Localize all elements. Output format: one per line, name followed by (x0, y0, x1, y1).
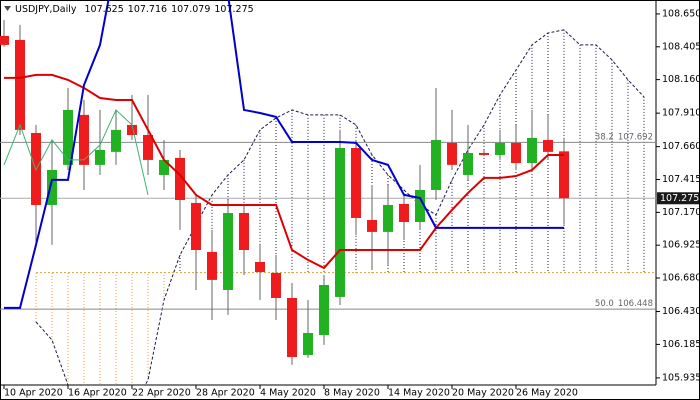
y-tick-label: 105.935 (662, 372, 700, 383)
symbol: USDJPY,Daily (15, 4, 77, 15)
candle-body (463, 152, 473, 175)
candle-body (527, 137, 537, 164)
level-label: 38.2 107.692 (595, 132, 653, 142)
header-icon (4, 6, 11, 11)
y-tick-label: 108.160 (662, 74, 700, 85)
candle-body (511, 142, 521, 164)
candle-body (335, 147, 345, 297)
candle-body (159, 159, 169, 175)
candle-body (447, 142, 457, 165)
indicator-line (4, 73, 564, 270)
candle-body (559, 151, 569, 199)
x-tick-label: 28 Apr 2020 (196, 388, 255, 399)
candle-body (143, 134, 153, 160)
candle-body (543, 139, 553, 152)
high-price: 107.716 (128, 4, 167, 15)
candle-body (383, 204, 393, 232)
candle-body (127, 124, 137, 135)
candle-body (399, 203, 409, 222)
price-label: 107.275 (660, 193, 699, 204)
y-tick-label: 106.185 (662, 339, 700, 350)
candle-body (63, 109, 73, 165)
plot-area (0, 0, 656, 385)
candle-body (495, 142, 505, 155)
axes: 108.650 108.405 108.160 107.910 107.660 107.4… (3, 8, 700, 399)
indicator-line (3, 109, 149, 196)
candle-body (207, 251, 217, 280)
level-price: 107.692 (618, 132, 653, 142)
candle-body (255, 261, 265, 272)
candle-body (111, 129, 121, 152)
x-tick-label: 14 May 2020 (388, 388, 450, 399)
x-tick-label: 16 Apr 2020 (68, 388, 127, 399)
x-tick-label: 8 May 2020 (324, 388, 380, 399)
candle-body (0, 35, 9, 45)
x-tick-label: 10 Apr 2020 (4, 388, 63, 399)
y-tick-label: 106.925 (662, 240, 700, 251)
close-price: 107.275 (214, 4, 253, 15)
y-tick-label: 108.650 (662, 8, 700, 19)
candle-body (191, 202, 201, 251)
x-tick-label: 26 May 2020 (516, 388, 578, 399)
candle-body (287, 297, 297, 357)
x-tick-label: 22 Apr 2020 (132, 388, 191, 399)
y-tick-label: 108.405 (662, 41, 700, 52)
y-tick-label: 107.415 (662, 174, 700, 185)
low-price: 107.079 (171, 4, 210, 15)
candle-body (239, 213, 249, 251)
candle-body (351, 147, 361, 218)
candle-body (367, 219, 377, 232)
candle-body (431, 139, 441, 190)
candle-body (47, 169, 57, 205)
y-tick-label: 106.680 (662, 273, 700, 284)
candle-body (415, 189, 425, 222)
indicator-line (4, 0, 564, 309)
y-tick-label: 107.170 (662, 207, 700, 218)
candle-body (479, 152, 489, 155)
candle-body (15, 39, 25, 130)
candle-body (319, 284, 329, 335)
candle-body (303, 332, 313, 355)
level-name: 38.2 (595, 132, 614, 142)
level-price: 106.448 (618, 299, 653, 309)
y-tick-label: 107.660 (662, 141, 700, 152)
level-name: 50.0 (595, 299, 614, 309)
candle-body (223, 213, 233, 290)
level-label: 50.0 106.448 (595, 299, 653, 309)
y-tick-label: 107.910 (662, 108, 700, 119)
candle-body (95, 150, 105, 165)
x-tick-label: 20 May 2020 (452, 388, 514, 399)
open-price: 107.625 (84, 4, 123, 15)
candle-body (271, 272, 281, 298)
y-tick-label: 106.430 (662, 306, 700, 317)
candle-body (79, 114, 89, 165)
price-box (657, 192, 699, 205)
x-tick-label: 4 May 2020 (260, 388, 316, 399)
chart-header: USDJPY,Daily 107.625 107.716 107.079 107.275 (15, 4, 254, 15)
candle-body (175, 157, 185, 201)
